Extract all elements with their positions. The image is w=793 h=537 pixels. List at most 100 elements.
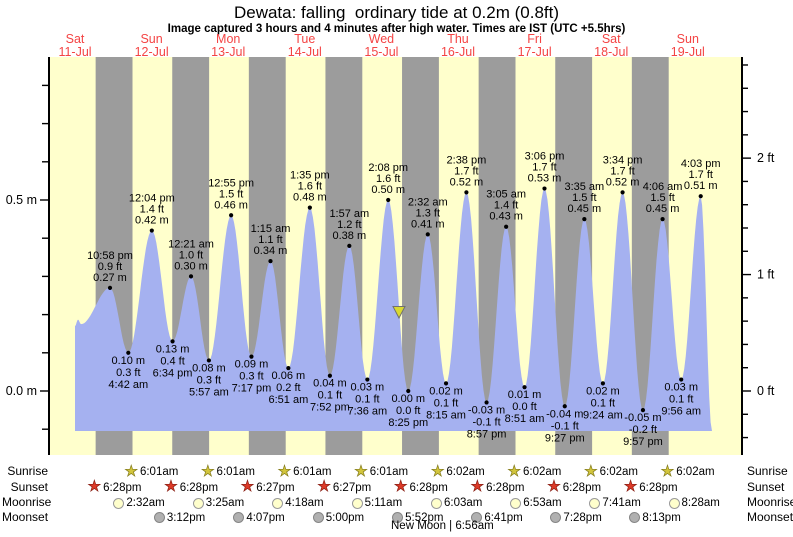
moonset-entry: 5:00pm: [312, 509, 365, 526]
high-tide-dot: [698, 194, 703, 199]
high-tide-label: 1:57 am 1.2 ft 0.38 m: [329, 208, 369, 242]
row-label-sunrise-right: Sunrise: [747, 464, 788, 478]
high-tide-dot: [307, 205, 312, 210]
row-label-sunset-right: Sunset: [747, 479, 785, 494]
high-tide-dot: [268, 259, 273, 264]
high-tide-label: 1:35 pm 1.6 ft 0.48 m: [290, 170, 330, 204]
sunset-entry: ★ 6:28pm: [164, 479, 218, 496]
sunrise-time: 6:02am: [446, 466, 485, 478]
sunrise-time: 6:01am: [293, 466, 332, 478]
new-moon-note: New Moon | 6:56am: [391, 520, 494, 532]
low-tide-dot: [600, 381, 606, 386]
sunrise-entry: ★ 6:01am: [124, 463, 178, 481]
low-tide-dot: [679, 377, 684, 382]
row-label-sunset-left: Sunset: [10, 479, 48, 494]
sunrise-star-icon: ★: [507, 462, 521, 480]
low-tide-label: -0.05 m -0.2 ft 9:57 pm: [623, 412, 663, 448]
low-tide-dot: [365, 377, 370, 382]
low-tide-label: 0.02 m 0.1 ft 8:15 am: [426, 385, 466, 421]
moonset-entry: 8:13pm: [629, 509, 681, 526]
sunset-entry: ★ 6:28pm: [394, 479, 448, 496]
moonrise-entry: 6:03am: [431, 495, 482, 512]
sunset-time: 6:28pm: [409, 481, 448, 494]
page-subtitle: Image captured 3 hours and 4 minutes aft…: [167, 23, 626, 35]
high-tide-label: 3:05 am 1.4 ft 0.43 m: [486, 189, 526, 223]
sunset-time: 6:28pm: [562, 481, 602, 494]
moonrise-time: 2:32am: [126, 497, 165, 509]
low-tide-dot: [443, 381, 449, 386]
moonrise-entry: 8:28am: [668, 495, 720, 512]
moonset-entry: 7:28pm: [550, 509, 602, 526]
moonrise-circle-icon: [351, 497, 363, 509]
high-tide-label: 2:32 am 1.3 ft 0.41 m: [408, 196, 448, 230]
page-title: Dewata: falling ordinary tide at 0.2m (0…: [233, 3, 560, 22]
moonset-circle-icon: [550, 512, 562, 523]
moonrise-time: 7:41am: [602, 497, 641, 509]
high-tide-dot: [660, 217, 665, 222]
high-tide-dot: [188, 274, 194, 279]
low-tide-label: 0.09 m 0.3 ft 7:17 pm: [232, 359, 272, 395]
high-tide-label: 4:03 pm 1.7 ft 0.51 m: [681, 158, 721, 192]
sunrise-star-icon: ★: [354, 462, 368, 480]
low-tide-dot: [206, 358, 211, 363]
low-tide-dot: [286, 365, 291, 371]
sunset-entry: ★ 6:28pm: [470, 479, 524, 496]
high-tide-dot: [229, 213, 234, 218]
low-tide-dot: [170, 339, 175, 344]
moonrise-circle-icon: [668, 497, 680, 509]
moonset-entry: 3:12pm: [153, 509, 206, 526]
high-tide-dot: [504, 224, 509, 229]
sunset-time: 6:28pm: [179, 481, 219, 494]
sunset-entry: ★ 6:28pm: [623, 478, 678, 496]
moonrise-circle-icon: [113, 497, 125, 509]
moonrise-time: 3:25am: [205, 497, 245, 509]
low-tide-dot: [249, 354, 254, 359]
low-tide-label: 0.06 m 0.2 ft 6:51 am: [268, 370, 308, 406]
row-label-moonrise-right: Moonrise: [747, 495, 793, 509]
high-tide-label: 3:34 pm 1.7 ft 0.52 m: [603, 154, 643, 188]
low-tide-label: 0.10 m 0.3 ft 4:42 am: [108, 355, 148, 391]
sunset-star-icon: ★: [394, 478, 408, 495]
moonset-circle-icon: [312, 512, 324, 523]
moonset-circle-icon: [471, 512, 483, 523]
moonset-time: 5:52pm: [405, 511, 444, 524]
high-tide-label: 10:58 pm 0.9 ft 0.27 m: [87, 250, 133, 284]
high-tide-label: 3:35 am 1.5 ft 0.45 m: [564, 181, 604, 215]
day-label: Tue 14-Jul: [288, 32, 322, 59]
moonset-entry: 5:52pm: [392, 509, 443, 526]
sunset-star-icon: ★: [623, 478, 638, 495]
sunset-entry: ★ 6:27pm: [240, 479, 294, 496]
moonrise-circle-icon: [272, 497, 284, 509]
sunrise-entry: ★ 6:01am: [277, 463, 332, 481]
row-label-sunrise-left: Sunrise: [7, 464, 48, 478]
moonset-time: 3:12pm: [166, 511, 206, 524]
low-tide-dot: [640, 408, 646, 413]
low-tide-label: 0.04 m 0.1 ft 7:52 pm: [310, 378, 350, 414]
right-axis-label: 2 ft: [757, 151, 775, 165]
sunset-entry: ★ 6:27pm: [317, 479, 371, 496]
sunrise-entry: ★ 6:02am: [584, 463, 638, 481]
moonset-circle-icon: [629, 512, 641, 523]
moonset-time: 7:28pm: [563, 511, 602, 524]
high-tide-dot: [582, 217, 587, 222]
sunset-time: 6:27pm: [332, 481, 372, 494]
day-label: Fri 17-Jul: [518, 32, 552, 59]
high-tide-dot: [107, 285, 113, 290]
moonset-time: 4:07pm: [246, 511, 285, 524]
sunrise-time: 6:02am: [523, 466, 562, 478]
moonrise-time: 8:28am: [681, 497, 720, 509]
moonrise-entry: 7:41am: [589, 495, 641, 512]
sunset-star-icon: ★: [164, 478, 178, 495]
moonrise-circle-icon: [589, 497, 601, 509]
sunrise-entry: ★ 6:02am: [431, 463, 485, 481]
moonset-entry: 6:41pm: [471, 509, 523, 526]
low-tide-dot: [484, 400, 489, 405]
low-tide-label: 0.00 m 0.0 ft 8:25 pm: [388, 393, 428, 429]
low-tide-dot: [406, 388, 411, 394]
sunset-time: 6:28pm: [639, 481, 678, 494]
day-label: Sat 18-Jul: [594, 32, 628, 59]
high-tide-label: 1:15 am 1.1 ft 0.34 m: [251, 223, 291, 257]
right-axis-label: 0 ft: [757, 384, 775, 398]
moonset-time: 5:00pm: [325, 511, 365, 524]
